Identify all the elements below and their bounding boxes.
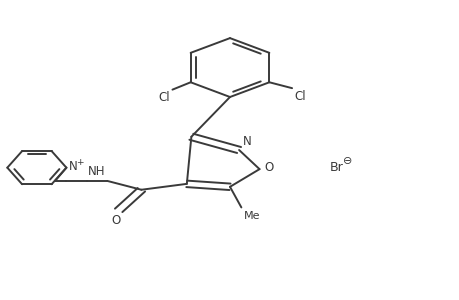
Text: Me: Me [243,211,260,221]
Text: N: N [68,160,77,173]
Text: N: N [242,135,251,148]
Text: O: O [112,214,121,227]
Text: +: + [76,158,84,167]
Text: Cl: Cl [294,90,305,103]
Text: Br: Br [329,161,343,174]
Text: O: O [263,161,273,174]
Text: ⊖: ⊖ [342,156,351,166]
Text: Cl: Cl [158,91,170,104]
Text: NH: NH [87,165,105,178]
